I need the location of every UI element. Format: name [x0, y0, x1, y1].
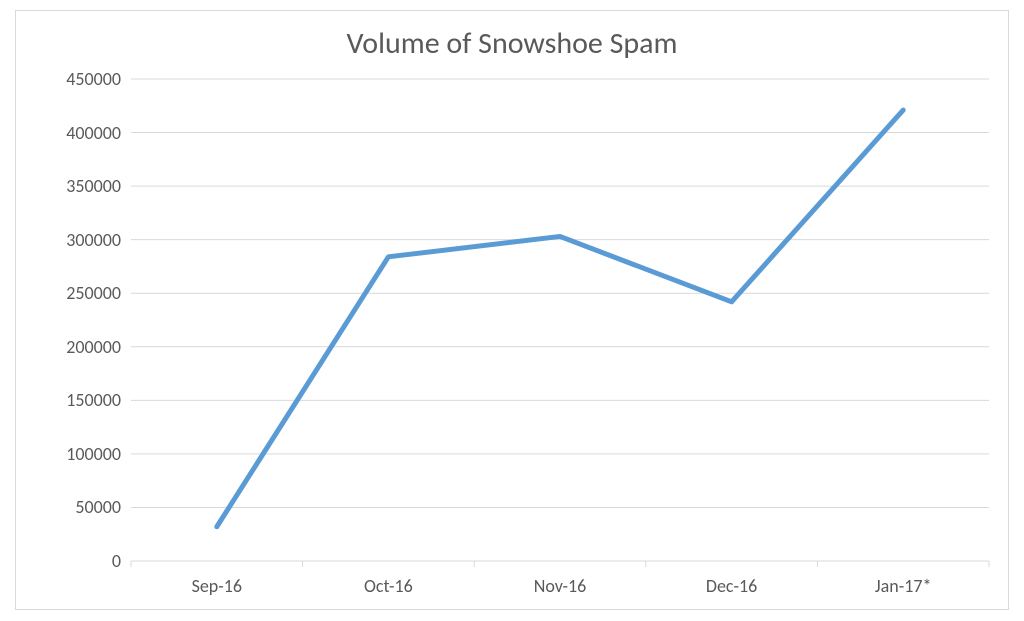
y-tick-label: 300000 — [66, 229, 131, 251]
x-tick-label: Sep-16 — [192, 561, 242, 597]
x-tick-label: Oct-16 — [364, 561, 413, 597]
y-tick-label: 100000 — [66, 443, 131, 465]
y-tick-label: 200000 — [66, 336, 131, 358]
x-tick-label: Jan-17* — [875, 561, 932, 597]
chart-title: Volume of Snowshoe Spam — [16, 25, 1008, 62]
y-tick-label: 0 — [112, 550, 131, 572]
y-tick-label: 150000 — [66, 389, 131, 411]
chart-frame: Volume of Snowshoe Spam 0500001000001500… — [15, 10, 1009, 610]
plot-area: 0500001000001500002000002500003000003500… — [131, 79, 989, 561]
x-tick-label: Dec-16 — [706, 561, 757, 597]
plot-svg — [131, 79, 989, 561]
y-tick-label: 350000 — [66, 175, 131, 197]
y-tick-label: 250000 — [66, 282, 131, 304]
y-tick-label: 450000 — [66, 68, 131, 90]
x-tick-label: Nov-16 — [534, 561, 587, 597]
y-tick-label: 50000 — [75, 496, 131, 518]
y-tick-label: 400000 — [66, 122, 131, 144]
